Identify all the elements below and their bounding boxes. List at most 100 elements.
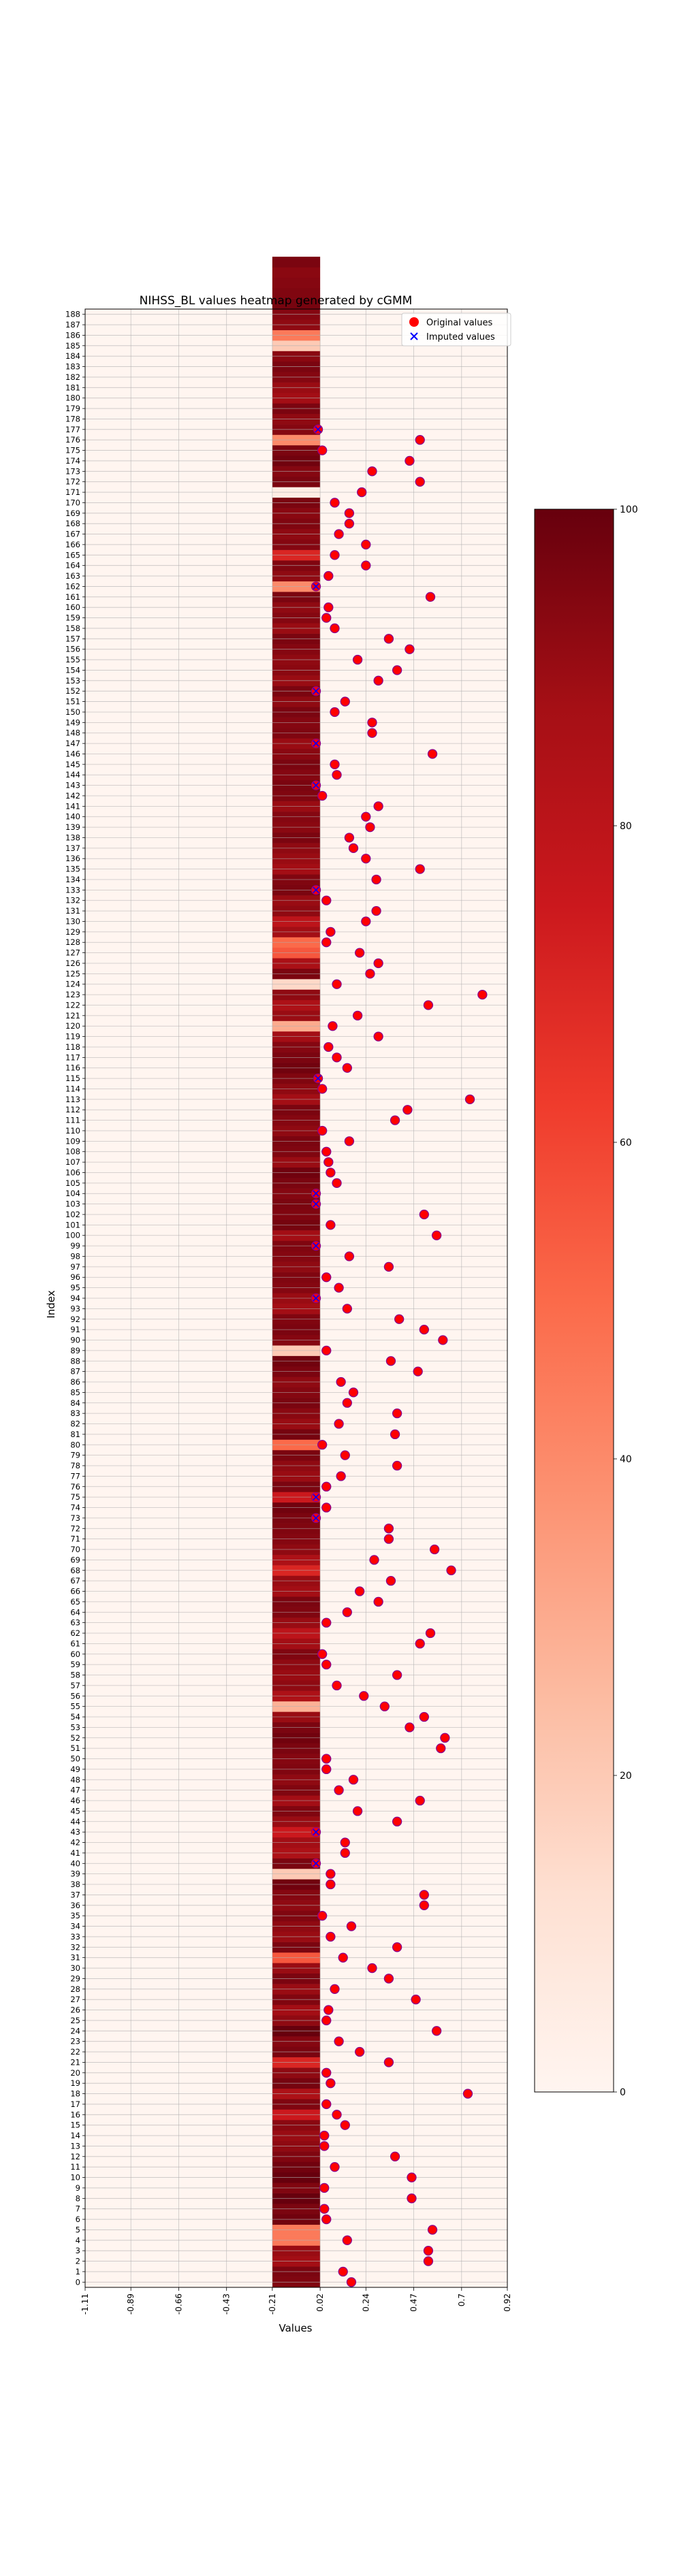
original-point-20 bbox=[321, 2067, 332, 2078]
original-point-54 bbox=[419, 1711, 429, 1722]
y-tick-label: 61 bbox=[70, 1639, 80, 1648]
original-point-22 bbox=[355, 2046, 365, 2057]
original-point-42 bbox=[340, 1837, 350, 1848]
imputed-point-162 bbox=[313, 583, 319, 590]
original-point-78 bbox=[392, 1460, 402, 1471]
original-point-166 bbox=[361, 539, 371, 550]
y-tick-label: 10 bbox=[70, 2173, 80, 2183]
original-point-68 bbox=[446, 1565, 456, 1575]
original-point-19 bbox=[326, 2078, 336, 2089]
y-tick-label: 123 bbox=[65, 990, 80, 999]
imputed-point-147 bbox=[313, 740, 319, 747]
original-point-17 bbox=[321, 2099, 332, 2110]
y-tick-label: 37 bbox=[70, 1890, 80, 1899]
imputed-point-115 bbox=[315, 1075, 321, 1082]
original-point-15 bbox=[340, 2120, 350, 2130]
y-tick-label: 112 bbox=[65, 1105, 80, 1114]
y-tick-label: 168 bbox=[65, 519, 80, 528]
original-point-39 bbox=[326, 1869, 336, 1879]
imputed-point-177 bbox=[315, 426, 321, 433]
original-point-105 bbox=[332, 1178, 342, 1189]
y-tick-label: 97 bbox=[70, 1262, 80, 1272]
original-point-125 bbox=[365, 969, 375, 979]
y-tick-label: 164 bbox=[65, 561, 80, 570]
y-tick-label: 90 bbox=[70, 1336, 80, 1345]
original-point-28 bbox=[330, 1984, 340, 1994]
original-point-106 bbox=[326, 1168, 336, 1178]
y-tick-label: 24 bbox=[70, 2026, 80, 2035]
original-point-7 bbox=[319, 2204, 330, 2214]
y-tick-label: 12 bbox=[70, 2152, 80, 2161]
original-point-46 bbox=[415, 1795, 425, 1806]
y-tick-label: 114 bbox=[65, 1084, 80, 1093]
imputed-point-133 bbox=[313, 886, 319, 893]
y-tick-label: 175 bbox=[65, 446, 80, 455]
original-point-138 bbox=[344, 833, 355, 843]
y-tick-label: 23 bbox=[70, 2037, 80, 2046]
y-tick-label: 26 bbox=[70, 2006, 80, 2015]
x-tick-label: 0.02 bbox=[315, 2293, 325, 2312]
legend-box bbox=[401, 312, 511, 347]
y-tick-label: 150 bbox=[65, 707, 80, 717]
original-point-25 bbox=[321, 2015, 332, 2026]
original-point-101 bbox=[326, 1220, 336, 1230]
y-tick-label: 14 bbox=[70, 2131, 80, 2140]
imputed-point-94 bbox=[313, 1295, 319, 1302]
original-point-5 bbox=[427, 2225, 438, 2235]
y-tick-label: 54 bbox=[70, 1712, 80, 1722]
y-tick-label: 154 bbox=[65, 665, 80, 675]
original-point-83 bbox=[392, 1408, 402, 1419]
y-tick-label: 63 bbox=[70, 1618, 80, 1628]
original-point-56 bbox=[359, 1691, 369, 1701]
y-tick-label: 157 bbox=[65, 634, 80, 643]
original-point-97 bbox=[383, 1261, 394, 1272]
y-tick-label: 131 bbox=[65, 906, 80, 916]
y-tick-label: 47 bbox=[70, 1786, 80, 1795]
original-point-67 bbox=[385, 1575, 396, 1586]
original-point-146 bbox=[427, 749, 438, 759]
original-point-0 bbox=[346, 2277, 357, 2287]
x-tick-label: -1.11 bbox=[80, 2293, 90, 2315]
original-point-163 bbox=[323, 570, 334, 581]
y-tick-label: 17 bbox=[70, 2099, 80, 2109]
y-tick-label: 48 bbox=[70, 1775, 80, 1784]
original-point-98 bbox=[344, 1251, 355, 1261]
original-point-154 bbox=[392, 665, 402, 675]
y-tick-label: 180 bbox=[65, 393, 80, 403]
y-tick-label: 184 bbox=[65, 351, 80, 361]
heat-cell-191 bbox=[272, 277, 321, 289]
original-point-169 bbox=[344, 508, 355, 518]
original-point-55 bbox=[379, 1701, 390, 1711]
chart-title: NIHSS_BL values heatmap generated by cGM… bbox=[140, 294, 413, 308]
imputed-point-73 bbox=[313, 1515, 319, 1522]
y-tick-label: 156 bbox=[65, 645, 80, 654]
x-tick-label: -0.21 bbox=[268, 2293, 277, 2315]
original-point-167 bbox=[334, 529, 344, 539]
y-tick-label: 117 bbox=[65, 1052, 80, 1062]
y-tick-label: 42 bbox=[70, 1838, 80, 1848]
original-point-136 bbox=[361, 854, 371, 864]
y-tick-label: 152 bbox=[65, 686, 80, 696]
legend-imputed-marker bbox=[410, 332, 418, 340]
original-point-172 bbox=[415, 477, 425, 487]
y-tick-label: 82 bbox=[70, 1419, 80, 1429]
y-tick-label: 57 bbox=[70, 1681, 80, 1690]
original-point-26 bbox=[323, 2005, 334, 2015]
y-tick-label: 153 bbox=[65, 676, 80, 686]
original-point-110 bbox=[317, 1125, 328, 1136]
x-tick-label: -0.89 bbox=[126, 2293, 136, 2315]
original-point-141 bbox=[373, 801, 383, 811]
y-tick-label: 188 bbox=[65, 310, 80, 319]
original-point-170 bbox=[330, 498, 340, 508]
y-tick-label: 158 bbox=[65, 624, 80, 633]
y-tick-label: 105 bbox=[65, 1178, 80, 1188]
original-point-118 bbox=[323, 1042, 334, 1052]
y-tick-label: 130 bbox=[65, 916, 80, 926]
y-tick-label: 20 bbox=[70, 2068, 80, 2078]
x-tick-label: 0.7 bbox=[457, 2293, 466, 2306]
heat-cell-193 bbox=[272, 257, 321, 268]
original-point-88 bbox=[385, 1356, 396, 1366]
original-point-21 bbox=[383, 2057, 394, 2067]
original-point-108 bbox=[321, 1146, 332, 1157]
